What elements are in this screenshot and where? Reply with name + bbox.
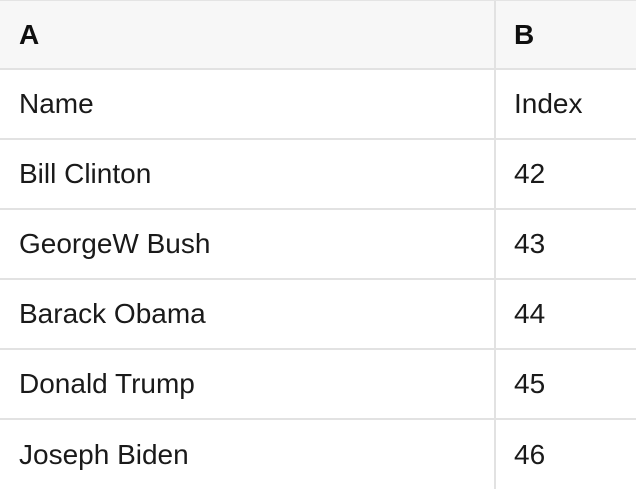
column-header-row: A B	[0, 1, 636, 70]
table-cell[interactable]: Index	[514, 88, 583, 119]
table-cell[interactable]: Donald Trump	[0, 350, 496, 418]
table-row: Name Index	[0, 70, 636, 140]
table-cell[interactable]: 44	[514, 298, 546, 329]
table-row: Bill Clinton 42	[0, 140, 636, 210]
table-cell[interactable]: Barack Obama	[0, 280, 496, 348]
table-cell[interactable]: Name	[0, 70, 496, 138]
table-cell[interactable]: 45	[514, 368, 546, 399]
table-cell[interactable]: GeorgeW Bush	[0, 210, 496, 278]
table-row: GeorgeW Bush 43	[0, 210, 636, 280]
table-cell[interactable]: 42	[514, 158, 546, 189]
table-cell[interactable]: Joseph Biden	[0, 420, 496, 489]
table-row: Barack Obama 44	[0, 280, 636, 350]
table-cell[interactable]: 46	[514, 439, 546, 470]
table-row: Donald Trump 45	[0, 350, 636, 420]
table-row: Joseph Biden 46	[0, 420, 636, 489]
table-cell[interactable]: 43	[514, 228, 546, 259]
table-cell[interactable]: Bill Clinton	[0, 140, 496, 208]
column-header-a[interactable]: A	[0, 1, 496, 68]
column-header-b[interactable]: B	[514, 18, 535, 50]
